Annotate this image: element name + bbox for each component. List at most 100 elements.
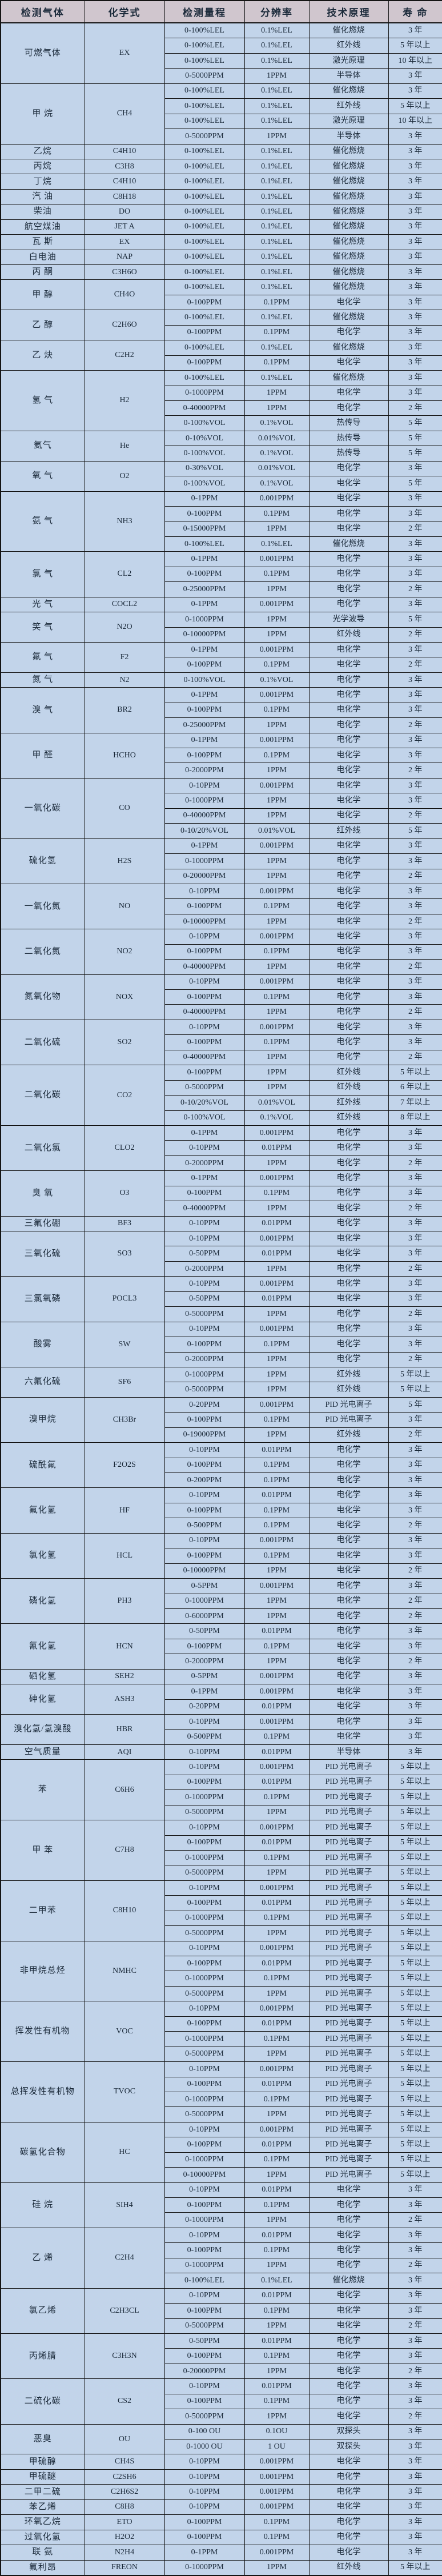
technology-cell: PID 光电离子 — [308, 2076, 389, 2092]
formula-cell: ETO — [84, 2514, 165, 2530]
resolution-cell: 1PPM — [244, 2167, 310, 2183]
resolution-cell: 1PPM — [244, 1925, 310, 1941]
range-cell: 0-100%LEL — [164, 113, 245, 130]
range-cell: 0-10PPM — [164, 2499, 245, 2515]
table-row: 0-25000PPM 1PPM 电化学 2 年 — [1, 581, 442, 597]
resolution-cell: 0.1PPM — [244, 898, 310, 914]
range-cell: 0-1PPM — [164, 641, 245, 658]
resolution-cell: 0.001PPM — [244, 2061, 310, 2077]
technology-cell: 电化学 — [308, 2484, 389, 2500]
lifespan-cell: 3 年 — [388, 340, 442, 356]
range-cell: 0-10PPM — [164, 929, 245, 945]
technology-cell: PID 光电离子 — [308, 1835, 389, 1851]
formula-cell: SW — [84, 1321, 165, 1367]
resolution-cell: 0.001PPM — [244, 551, 310, 567]
table-row: 0-5000PPM 1PPM 红外线 6 年以上 — [1, 1080, 442, 1096]
resolution-cell: 0.1PPM — [244, 989, 310, 1005]
gas-name-cell: 甲硫醇 — [0, 2454, 85, 2470]
lifespan-cell: 3 年 — [388, 505, 442, 522]
table-row: 0-100%VOL 0.1%VOL 电化学 5 年 — [1, 476, 442, 492]
technology-cell: 电化学 — [308, 1654, 389, 1670]
resolution-cell: 1PPM — [244, 853, 310, 869]
lifespan-cell: 3 年 — [388, 158, 442, 175]
table-row: 三氧化硫 SO3 0-10PPM 0.001PPM 电化学 3 年 — [0, 1230, 442, 1277]
formula-cell: CL2 — [84, 551, 165, 597]
lifespan-cell: 3 年 — [388, 566, 442, 583]
gas-name-cell: 白电油 — [0, 249, 85, 266]
lifespan-cell: 3 年 — [388, 2499, 442, 2515]
technology-cell: 电化学 — [308, 2227, 389, 2244]
technology-cell: 电化学 — [308, 1034, 389, 1050]
resolution-cell: 0.1PPM — [244, 1729, 310, 1745]
formula-cell: HC — [84, 2121, 165, 2183]
technology-cell: 电化学 — [308, 2242, 389, 2258]
lifespan-cell: 3 年 — [388, 1185, 442, 1202]
table-row: 二硫化碳 CS2 0-10PPM 0.01PPM 电化学 3 年 — [0, 2378, 442, 2425]
gas-name-cell: 氮氧化物 — [0, 974, 85, 1020]
technology-cell: 催化燃烧 — [308, 249, 389, 266]
table-row: 硫酰氟 F2O2S 0-10PPM 0.01PPM 电化学 3 年 — [0, 1442, 442, 1488]
range-cell: 0-100PPM — [164, 1502, 245, 1519]
range-cell: 0-1000PPM — [164, 2257, 245, 2274]
lifespan-cell: 3 年 — [388, 324, 442, 341]
technology-cell: 电化学 — [308, 944, 389, 960]
resolution-cell: 0.1PPM — [244, 324, 310, 341]
range-cell: 0-100PPM — [164, 355, 245, 371]
range-cell: 0-5000PPM — [164, 68, 245, 84]
lifespan-cell: 2 年 — [388, 581, 442, 597]
technology-cell: 激光原理 — [308, 53, 389, 69]
technology-cell: PID 光电离子 — [308, 2167, 389, 2183]
column-header-range: 检测量程 — [164, 0, 245, 23]
column-header-technology: 技术原理 — [308, 0, 389, 23]
lifespan-cell: 2 年 — [388, 1306, 442, 1322]
resolution-cell: 1PPM — [244, 1654, 310, 1670]
table-row: 瓦 斯 EX 0-100%LEL 0.1%LEL 催化燃烧 3 年 — [0, 234, 442, 250]
table-row: 乙 炔 C2H2 0-100%LEL 0.1%LEL 催化燃烧 3 年 — [0, 340, 442, 371]
technology-cell: 催化燃烧 — [308, 264, 389, 280]
range-cell: 0-20000PPM — [164, 2363, 245, 2380]
lifespan-cell: 3 年 — [388, 219, 442, 235]
technology-cell: 电化学 — [308, 491, 389, 507]
resolution-cell: 0.1%LEL — [244, 53, 310, 69]
resolution-cell: 0.1%VOL — [244, 476, 310, 492]
technology-cell: 电化学 — [308, 505, 389, 522]
lifespan-cell: 5 年 — [388, 430, 442, 447]
table-row: 0-20000PPM 1PPM 电化学 2 年 — [1, 868, 442, 884]
formula-cell: TVOC — [84, 2061, 165, 2122]
technology-cell: 电化学 — [308, 1502, 389, 1519]
table-row: 0-100PPM 0.01PPM PID 光电离子 5 年以上 — [1, 2016, 442, 2032]
technology-cell: 红外线 — [308, 1095, 389, 1111]
range-cell: 0-10PPM — [164, 1940, 245, 1957]
table-row: 0-5000PPM 1PPM 电化学 2 年 — [1, 2409, 442, 2425]
table-row: 可燃气体 EX 0-100%LEL 0.1%LEL 催化燃烧 3 年 — [0, 22, 442, 84]
resolution-cell: 1PPM — [244, 68, 310, 84]
resolution-cell: 0.001PPM — [244, 687, 310, 703]
resolution-cell: 0.1%LEL — [244, 188, 310, 205]
range-cell: 0-100%LEL — [164, 174, 245, 190]
range-cell: 0-10PPM — [164, 1442, 245, 1458]
resolution-cell: 1PPM — [244, 2212, 310, 2228]
technology-cell: 电化学 — [308, 2529, 389, 2546]
technology-cell: PID 光电离子 — [308, 1985, 389, 2002]
table-row: 0-6000PPM 1PPM 电化学 2 年 — [1, 1608, 442, 1624]
range-cell: 0-5000PPM — [164, 1080, 245, 1096]
formula-cell: He — [84, 430, 165, 462]
resolution-cell: 0.001PPM — [244, 1684, 310, 1700]
resolution-cell: 0.01PPM — [244, 1487, 310, 1503]
lifespan-cell: 2 年 — [388, 2318, 442, 2334]
technology-cell: PID 光电离子 — [308, 2046, 389, 2063]
table-row: 乙 烯 C2H4 0-10PPM 0.01PPM 电化学 3 年 — [0, 2227, 442, 2289]
lifespan-cell: 5 年以上 — [388, 1940, 442, 1957]
resolution-cell: 0.1PPM — [244, 1472, 310, 1488]
gas-name-cell: 丁烷 — [0, 174, 85, 190]
lifespan-cell: 3 年 — [388, 1578, 442, 1594]
lifespan-cell: 3 年 — [388, 1230, 442, 1247]
lifespan-cell: 3 年 — [388, 1321, 442, 1338]
lifespan-cell: 3 年 — [388, 1246, 442, 1262]
technology-cell: 电化学 — [308, 1638, 389, 1655]
gas-name-cell: 氯 气 — [0, 551, 85, 597]
resolution-cell: 0.01PPM — [244, 1774, 310, 1791]
technology-cell: 催化燃烧 — [308, 188, 389, 205]
range-cell: 0-5000PPM — [164, 1925, 245, 1941]
header-row: 检测气体 化学式 检测量程 分辨率 技术原理 寿 命 — [0, 0, 442, 23]
